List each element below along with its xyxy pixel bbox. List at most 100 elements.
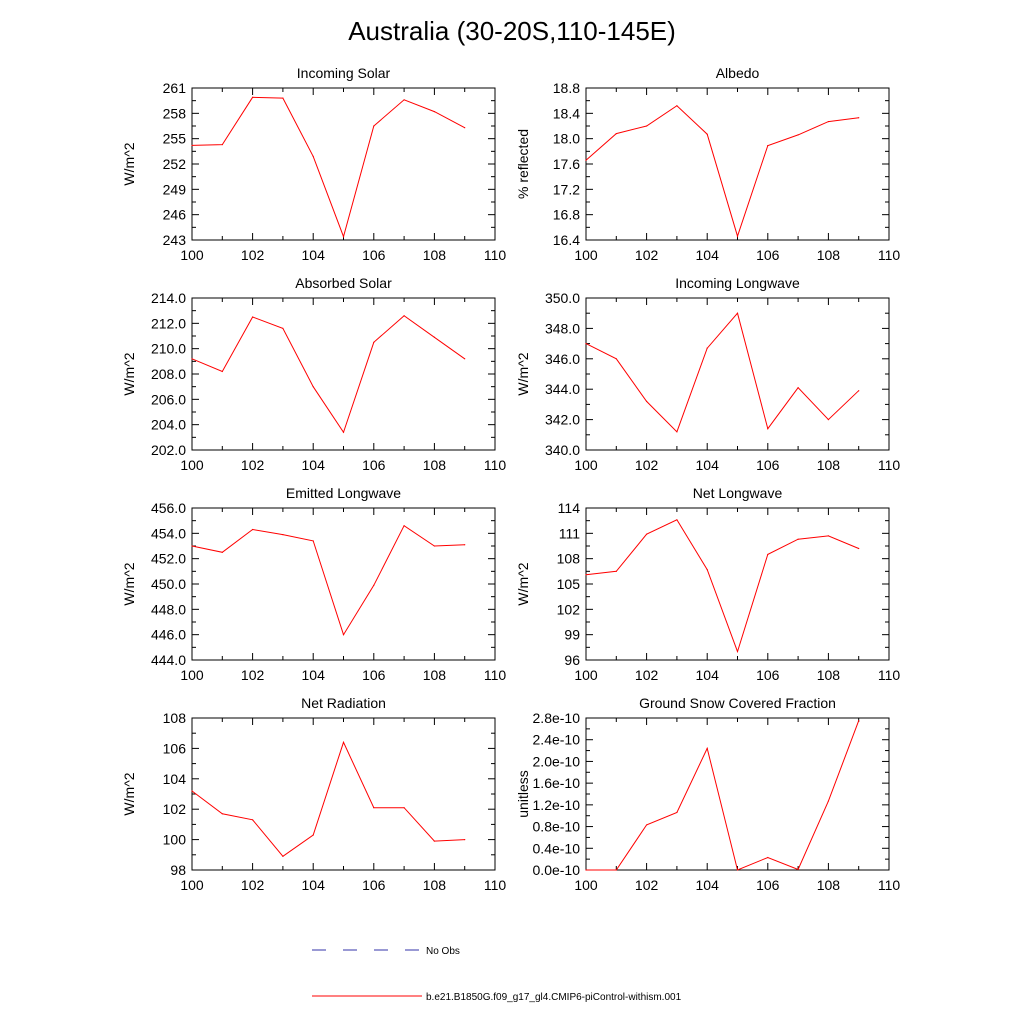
y-tick-label: 108 xyxy=(557,551,581,567)
x-tick-label: 100 xyxy=(180,457,204,473)
x-tick-label: 108 xyxy=(817,247,841,263)
y-tick-label: 108 xyxy=(163,710,187,726)
data-point xyxy=(403,315,405,317)
y-tick-label: 214.0 xyxy=(151,290,186,306)
y-axis-label: W/m^2 xyxy=(515,352,531,395)
data-point xyxy=(797,387,799,389)
data-point xyxy=(252,819,254,821)
data-point xyxy=(342,431,345,433)
y-axis-label: W/m^2 xyxy=(121,352,137,395)
data-point xyxy=(858,117,860,119)
series-line-0 xyxy=(191,315,465,434)
y-tick-label: 1.2e-10 xyxy=(533,797,581,813)
plot-frame xyxy=(191,87,496,241)
data-point xyxy=(615,133,617,135)
x-tick-label: 102 xyxy=(241,667,265,683)
x-tick-label: 100 xyxy=(180,877,204,893)
data-point xyxy=(736,650,739,653)
data-point xyxy=(403,807,405,809)
plot-frame xyxy=(191,717,496,871)
data-point xyxy=(342,236,345,238)
x-tick-label: 102 xyxy=(241,457,265,473)
y-tick-label: 243 xyxy=(163,232,187,248)
data-point xyxy=(706,747,708,750)
data-point xyxy=(373,341,375,343)
y-tick-label: 255 xyxy=(163,131,187,147)
panel-title: Net Radiation xyxy=(301,695,386,711)
y-tick-label: 98 xyxy=(170,862,186,878)
y-tick-label: 350.0 xyxy=(545,290,580,306)
x-tick-label: 110 xyxy=(878,457,901,473)
y-tick-label: 1.6e-10 xyxy=(533,775,581,791)
y-tick-label: 18.0 xyxy=(553,131,580,147)
y-axis-label: W/m^2 xyxy=(121,772,137,815)
series-line-0 xyxy=(586,720,860,871)
data-point xyxy=(646,400,648,402)
x-tick-label: 108 xyxy=(423,247,447,263)
y-tick-label: 0.0e-10 xyxy=(533,862,581,878)
series-line-0 xyxy=(585,312,860,433)
data-point xyxy=(706,347,708,349)
x-tick-label: 100 xyxy=(574,457,598,473)
panel-title: Albedo xyxy=(716,65,760,81)
data-point xyxy=(252,96,254,98)
panel-0: Incoming Solar 100 102 104 106 108 110 243 246 24… xyxy=(121,65,506,263)
y-tick-label: 342.0 xyxy=(545,412,580,428)
legend-label-0: No Obs xyxy=(426,946,460,957)
data-point xyxy=(191,144,193,147)
data-point xyxy=(676,431,678,433)
y-tick-label: 99 xyxy=(564,627,580,643)
data-point xyxy=(464,544,466,546)
y-axis-label: W/m^2 xyxy=(515,562,531,605)
data-point xyxy=(736,312,739,314)
x-tick-label: 106 xyxy=(362,457,386,473)
data-point xyxy=(676,519,678,521)
plot-frame xyxy=(191,297,496,451)
y-tick-label: 212.0 xyxy=(151,315,186,331)
plot-frame xyxy=(585,507,890,661)
data-point xyxy=(797,868,799,871)
data-point xyxy=(736,235,739,237)
data-point xyxy=(282,534,284,536)
data-point xyxy=(646,533,648,535)
panel-1: Albedo 100 102 104 106 108 110 16.4 16.8 17.2 17.6… xyxy=(515,65,900,263)
x-tick-label: 110 xyxy=(878,667,901,683)
x-tick-label: 106 xyxy=(362,247,386,263)
x-tick-label: 102 xyxy=(635,877,659,893)
y-tick-label: 111 xyxy=(559,525,580,541)
x-tick-label: 108 xyxy=(817,667,841,683)
plot-frame xyxy=(191,507,496,661)
data-point xyxy=(646,125,648,127)
x-tick-label: 104 xyxy=(696,667,720,683)
panel-5: Net Longwave 100 102 104 106 108 110 96 99 102 105… xyxy=(515,485,900,683)
figure-title: Australia (30-20S,110-145E) xyxy=(348,16,676,46)
data-point xyxy=(373,807,375,809)
data-point xyxy=(221,143,223,146)
y-tick-label: 344.0 xyxy=(545,381,580,397)
y-tick-label: 100 xyxy=(163,832,187,848)
data-point xyxy=(767,856,769,859)
data-point xyxy=(585,343,587,345)
data-point xyxy=(615,570,617,572)
y-tick-label: 0.4e-10 xyxy=(533,840,581,856)
x-tick-label: 104 xyxy=(302,247,326,263)
x-tick-label: 104 xyxy=(302,667,326,683)
data-point xyxy=(403,525,405,527)
y-axis-label: unitless xyxy=(515,770,531,817)
y-tick-label: 16.4 xyxy=(553,232,580,248)
x-tick-label: 104 xyxy=(696,247,720,263)
y-tick-label: 102 xyxy=(557,601,581,617)
x-tick-label: 110 xyxy=(484,667,507,683)
y-tick-label: 114 xyxy=(558,500,581,516)
y-tick-label: 0.8e-10 xyxy=(533,819,581,835)
data-point xyxy=(767,145,769,147)
panel-title: Absorbed Solar xyxy=(295,275,392,291)
series-line-0 xyxy=(585,519,859,654)
x-tick-label: 102 xyxy=(241,877,265,893)
series-line-0 xyxy=(585,105,859,238)
y-tick-label: 202.0 xyxy=(151,442,186,458)
legend: No Obs b.e21.B1850G.f09_g17_gl4.CMIP6-piC… xyxy=(312,946,682,1003)
y-tick-label: 2.0e-10 xyxy=(533,753,581,769)
data-point xyxy=(191,358,193,360)
